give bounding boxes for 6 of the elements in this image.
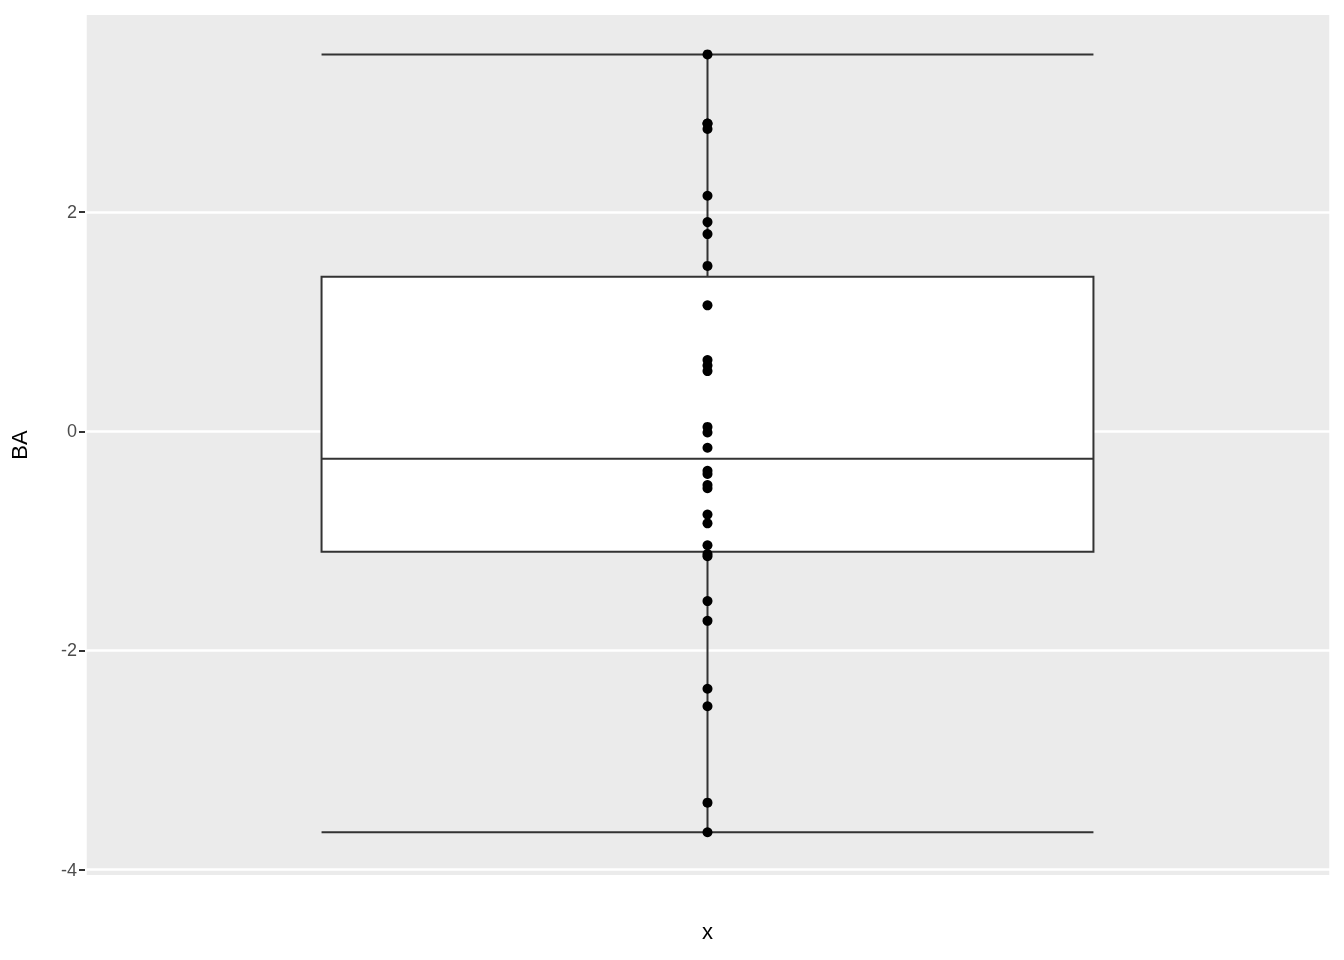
y-tick-label: 0 <box>66 421 77 442</box>
y-tick-label: 2 <box>66 202 77 223</box>
y-tick-label: -4 <box>60 859 77 880</box>
x-axis-title: x <box>702 918 713 944</box>
y-axis-title: BA <box>6 430 32 460</box>
y-tick-label: -2 <box>60 640 77 661</box>
